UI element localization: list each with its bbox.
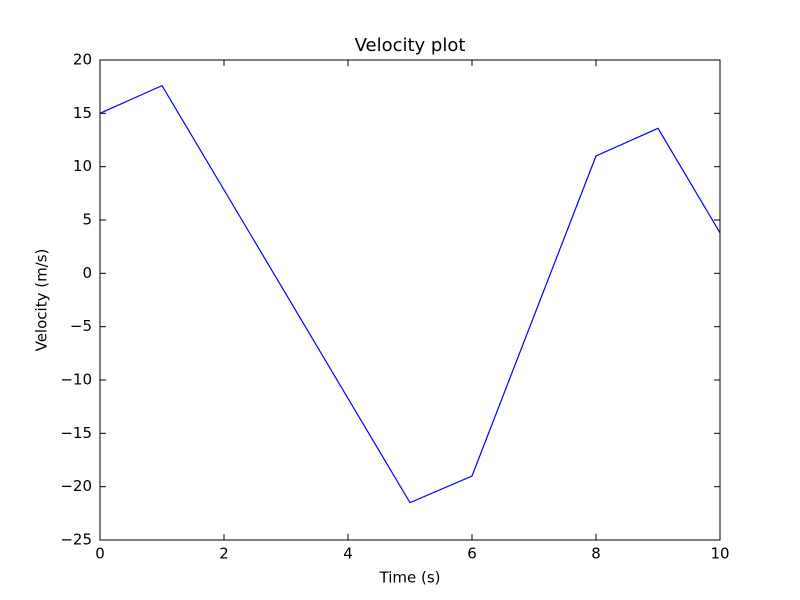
y-axis-label: Velocity (m/s) (33, 249, 51, 352)
x-tick-label: 10 (710, 545, 729, 563)
y-tick-label: 10 (73, 157, 92, 175)
x-tick-label: 4 (343, 545, 353, 563)
y-tick-label: 20 (73, 51, 92, 69)
x-tick-label: 2 (219, 545, 229, 563)
plot-frame (99, 59, 721, 541)
y-tick-label: 5 (82, 211, 92, 229)
data-line (100, 84, 720, 504)
y-tick-label: −5 (70, 317, 92, 335)
x-tick-label: 6 (467, 545, 477, 563)
y-tick-label: −20 (60, 477, 92, 495)
y-tick-label: −10 (60, 371, 92, 389)
x-tick-label: 8 (591, 545, 601, 563)
x-tick-label: 0 (95, 545, 105, 563)
y-tick-label: −15 (60, 424, 92, 442)
y-tick-label: 0 (82, 264, 92, 282)
chart-title: Velocity plot (355, 35, 466, 56)
y-tick-label: −25 (60, 531, 92, 549)
x-axis-label: Time (s) (379, 569, 441, 587)
y-tick-label: 15 (73, 104, 92, 122)
